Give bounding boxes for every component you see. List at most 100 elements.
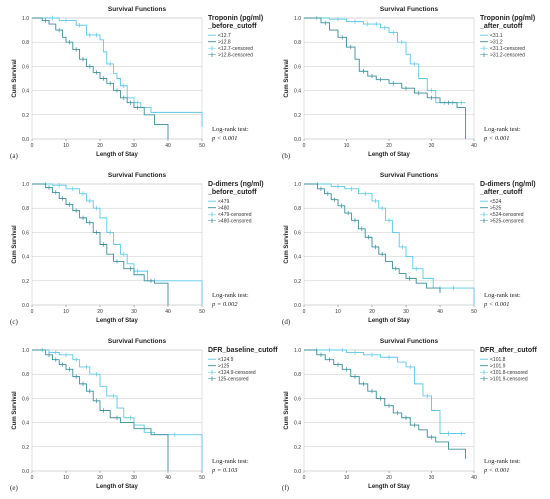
y-tick-label: 0.4 xyxy=(22,255,29,261)
legend-label: >12.8-censored xyxy=(218,53,253,59)
y-tick-label: 0.8 xyxy=(22,40,29,46)
legend-label: <101.8-censored xyxy=(490,370,528,376)
chart-title: Survival Functions xyxy=(108,6,167,13)
panel-letter: (e) xyxy=(10,484,18,492)
p-value-annotation: p < 0.001 xyxy=(483,301,510,308)
y-tick-label: 0.2 xyxy=(22,445,29,451)
plot-area xyxy=(303,17,475,140)
legend-title: DFR_after_cutoff xyxy=(480,347,537,354)
legend-label: >525-censored xyxy=(490,219,524,225)
survival-chart-panel: Survival Functions 0.0 0.2 0.4 0.6 0.8 1.0 0 10 2… xyxy=(282,338,537,492)
legend-title: D-dimers (ng/ml) xyxy=(480,181,536,188)
y-tick-label: 0.4 xyxy=(294,255,301,261)
x-tick-label: 0 xyxy=(303,143,306,149)
y-tick-label: 0.0 xyxy=(22,469,29,475)
x-tick-label: 30 xyxy=(131,143,137,149)
y-tick-label: 0.0 xyxy=(22,137,29,143)
legend-label: <479 xyxy=(218,199,229,205)
legend-label: <31.1-censored xyxy=(490,46,525,52)
chart-title: Survival Functions xyxy=(380,6,439,13)
legend-title: _before_cutoff xyxy=(207,189,257,196)
p-value-annotation: p < 0.001 xyxy=(483,467,510,474)
survival-chart-panel: Survival Functions 0.0 0.2 0.4 0.6 0.8 1.0 0 10 2… xyxy=(282,172,536,326)
survival-chart-panel: Survival Functions 0.0 0.2 0.4 0.6 0.8 1.0 0 10 2… xyxy=(10,338,278,492)
x-tick-label: 20 xyxy=(386,475,392,481)
x-tick-label: 20 xyxy=(97,143,103,149)
x-axis-label: Length of Stay xyxy=(96,484,138,490)
y-tick-label: 0.6 xyxy=(22,64,29,70)
panel-letter: (d) xyxy=(282,318,291,326)
y-axis-label: Cum Survival xyxy=(284,59,290,98)
legend-label: >101.9-censored xyxy=(490,377,528,383)
legend-title: DFR_baseline_cutoff xyxy=(208,347,278,354)
x-tick-label: 30 xyxy=(403,309,409,315)
legend-label: <12.7-censored xyxy=(218,46,253,52)
survival-curve xyxy=(304,349,466,459)
y-tick-label: 0.2 xyxy=(294,445,301,451)
chart-title: Survival Functions xyxy=(380,338,439,345)
x-tick-label: 0 xyxy=(303,475,306,481)
y-axis-label: Cum Survival xyxy=(284,225,290,264)
y-tick-label: 0.2 xyxy=(294,279,301,285)
legend-label: <124.9 xyxy=(218,357,234,363)
legend-title: Troponin (pg/ml) xyxy=(208,15,263,22)
chart-title: Survival Functions xyxy=(108,172,167,179)
x-axis-label: Length of Stay xyxy=(96,152,138,158)
y-tick-label: 1.0 xyxy=(22,348,29,354)
survival-curve xyxy=(304,17,466,139)
legend-label: >480 xyxy=(218,206,229,212)
legend-label: >101.9 xyxy=(490,364,506,370)
p-value-annotation: p = 0.103 xyxy=(211,467,238,474)
x-tick-label: 20 xyxy=(369,309,375,315)
x-tick-label: 50 xyxy=(199,309,205,315)
y-tick-label: 0.8 xyxy=(22,372,29,378)
x-tick-label: 30 xyxy=(429,475,435,481)
x-tick-label: 40 xyxy=(165,475,171,481)
survival-chart-panel: Survival Functions 0.0 0.2 0.4 0.6 0.8 1.0 0 10 2… xyxy=(282,6,535,160)
y-tick-label: 0.4 xyxy=(22,89,29,95)
x-tick-label: 30 xyxy=(131,309,137,315)
y-tick-label: 0.2 xyxy=(22,113,29,119)
y-tick-label: 0.4 xyxy=(22,421,29,427)
legend-label: <479-censored xyxy=(218,212,252,218)
x-tick-label: 0 xyxy=(31,309,34,315)
x-tick-label: 20 xyxy=(386,143,392,149)
logrank-annotation: Log-rank test: xyxy=(212,126,249,133)
panel-letter: (a) xyxy=(10,152,18,160)
panel-letter: (f) xyxy=(282,484,290,492)
plot-area xyxy=(303,183,475,306)
y-tick-label: 1.0 xyxy=(294,348,301,354)
y-tick-label: 0.6 xyxy=(22,396,29,402)
legend-title: D-dimers (ng/ml) xyxy=(208,181,264,188)
x-tick-label: 10 xyxy=(63,475,69,481)
legend-label: >525 xyxy=(490,206,501,212)
y-tick-label: 0.2 xyxy=(22,279,29,285)
y-axis-label: Cum Survival xyxy=(12,391,18,430)
x-tick-label: 50 xyxy=(471,309,477,315)
x-tick-label: 40 xyxy=(437,309,443,315)
y-tick-label: 1.0 xyxy=(22,182,29,188)
survival-curve xyxy=(304,17,466,104)
panel-letter: (c) xyxy=(10,318,18,326)
plot-area xyxy=(303,349,475,472)
legend-title: _after_cutoff xyxy=(479,189,523,196)
x-tick-label: 0 xyxy=(303,309,306,315)
x-axis-label: Length of Stay xyxy=(96,318,138,324)
legend-label: <524-censored xyxy=(490,212,524,218)
legend-label: >31.2-censored xyxy=(490,53,525,59)
y-tick-label: 1.0 xyxy=(294,182,301,188)
survival-curve xyxy=(32,349,169,471)
x-tick-label: 10 xyxy=(63,309,69,315)
logrank-annotation: Log-rank test: xyxy=(484,458,521,465)
y-axis-label: Cum Survival xyxy=(284,391,290,430)
x-tick-label: 40 xyxy=(165,143,171,149)
y-tick-label: 0.4 xyxy=(294,89,301,95)
x-tick-label: 40 xyxy=(471,143,477,149)
y-tick-label: 1.0 xyxy=(22,16,29,22)
legend-label: 125-censored xyxy=(218,377,249,383)
x-tick-label: 10 xyxy=(344,143,350,149)
plot-area xyxy=(31,349,203,472)
survival-chart-panel: Survival Functions 0.0 0.2 0.4 0.6 0.8 1.0 0 10 2… xyxy=(10,172,264,326)
x-tick-label: 20 xyxy=(97,475,103,481)
